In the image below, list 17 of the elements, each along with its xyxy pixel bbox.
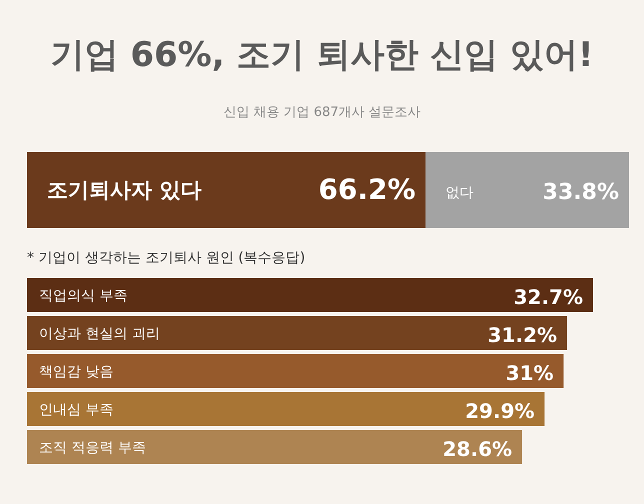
y-tick-label: 이상과 현실의 괴리 bbox=[39, 326, 160, 342]
chart-title: * 기업이 생각하는 조기퇴사 원인 (복수응답) bbox=[27, 250, 306, 266]
data-label: 29.9% bbox=[465, 399, 535, 423]
y-tick-label: 조직 적응력 부족 bbox=[39, 440, 146, 456]
data-label: 66.2% bbox=[318, 173, 416, 206]
series-label: 없다 bbox=[446, 185, 474, 201]
data-label: 31% bbox=[506, 361, 554, 385]
y-tick-label: 인내심 부족 bbox=[39, 402, 114, 418]
data-label: 31.2% bbox=[488, 323, 558, 347]
chart-subtitle: 신입 채용 기업 687개사 설문조사 bbox=[223, 105, 421, 120]
y-tick-label: 직업의식 부족 bbox=[39, 288, 128, 304]
series-label: 조기퇴사자 있다 bbox=[47, 178, 202, 202]
data-label: 28.6% bbox=[442, 437, 512, 461]
data-label: 33.8% bbox=[542, 180, 619, 205]
chart-title: 기업 66%, 조기 퇴사한 신입 있어! bbox=[50, 35, 594, 75]
data-label: 32.7% bbox=[514, 285, 583, 309]
y-tick-label: 책임감 낮음 bbox=[39, 364, 114, 380]
